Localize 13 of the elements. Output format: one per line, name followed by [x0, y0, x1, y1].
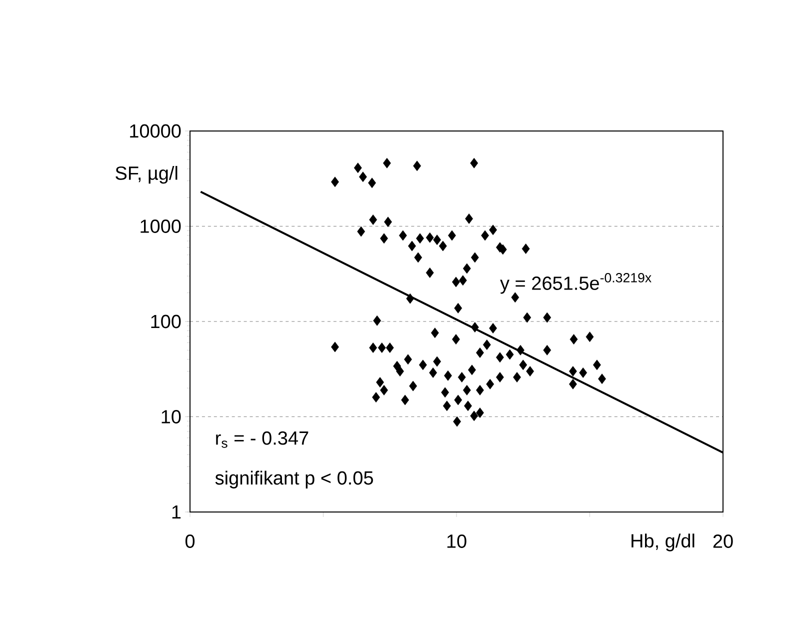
x-tick-label: 10 — [447, 534, 466, 548]
y-tick-label: 1000 — [140, 220, 181, 233]
y-tick-label: 10 — [162, 410, 181, 424]
y-tick-label: 10000 — [130, 124, 181, 138]
x-axis-title: Hb, g/dl — [632, 534, 694, 552]
y-tick-label: 1 — [172, 505, 181, 519]
x-tick-label: 20 — [713, 534, 733, 548]
y-tick-label: 100 — [151, 314, 181, 328]
y-axis-title: SF, µg/l — [116, 166, 178, 184]
annotation: y = 2651.5e$^{-0.3219x}$ — [500, 273, 652, 294]
x-tick-label: 0 — [185, 534, 195, 548]
annotation: signifikant p < 0.05 — [215, 470, 373, 488]
annotation: r$_{s}$ = - 0.347 — [216, 431, 308, 448]
